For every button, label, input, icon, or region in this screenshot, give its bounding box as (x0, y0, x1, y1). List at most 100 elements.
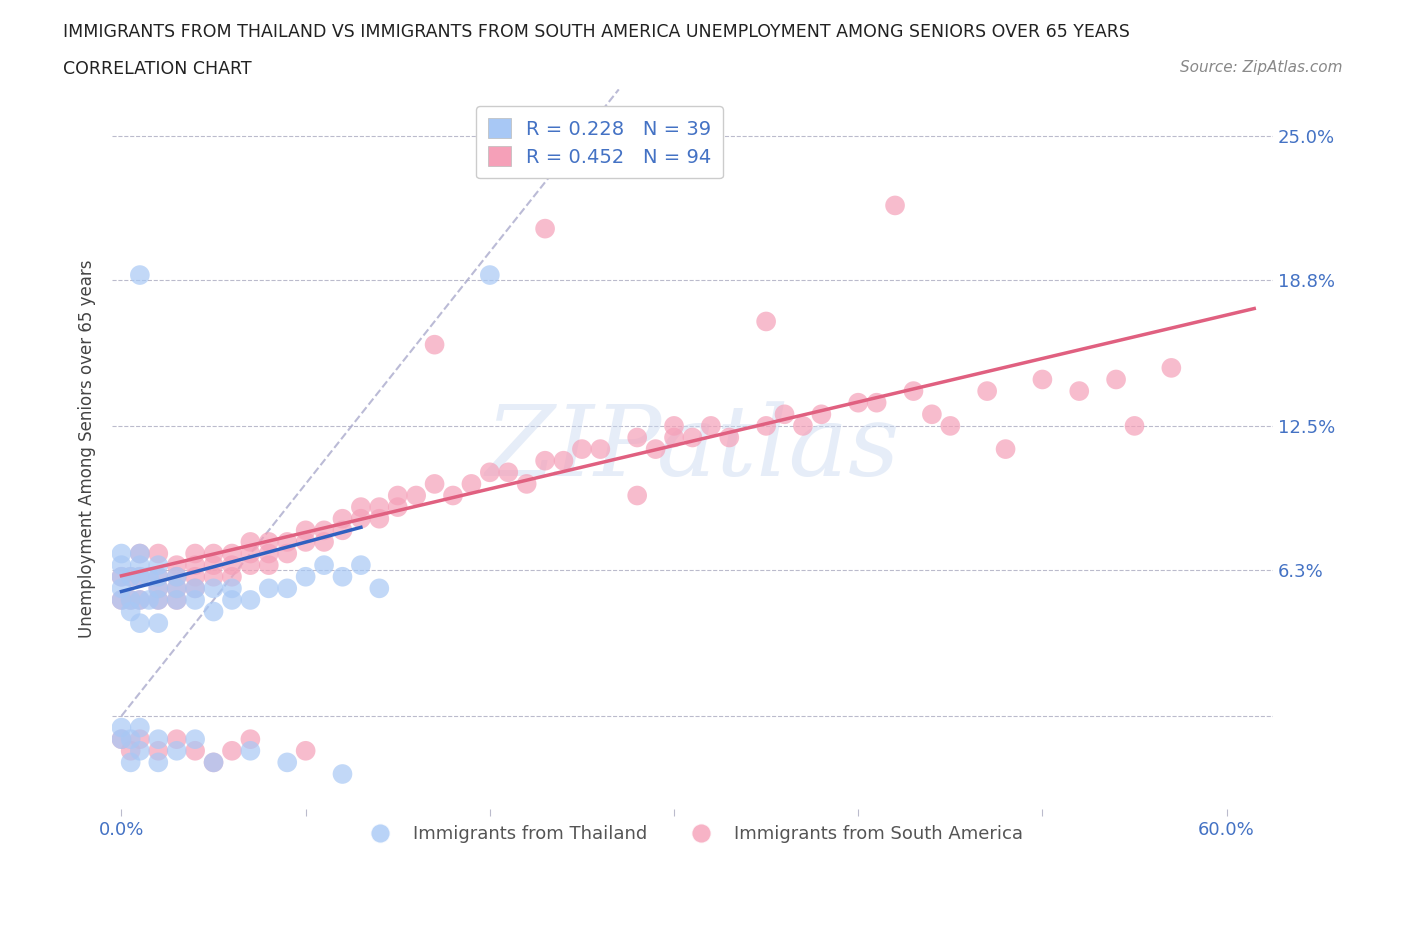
Point (332, 766, 354, 781)
Point (202, 558, 225, 573)
Point (257, 535, 280, 550)
Point (478, 268, 501, 283)
Point (773, 406, 796, 421)
Point (184, 558, 207, 573)
Point (166, 581, 188, 596)
Point (148, 592, 170, 607)
Point (534, 453, 557, 468)
Point (120, 604, 142, 619)
Point (810, 406, 832, 421)
Point (332, 523, 354, 538)
Point (110, 732, 132, 747)
Point (110, 720, 132, 735)
Point (184, 581, 207, 596)
Point (1031, 372, 1053, 387)
Point (239, 558, 262, 573)
Point (166, 592, 188, 607)
Point (350, 499, 373, 514)
Point (939, 418, 962, 433)
Point (120, 569, 142, 584)
Point (553, 453, 575, 468)
Point (221, 743, 243, 758)
Point (128, 743, 150, 758)
Point (589, 442, 612, 457)
Point (221, 569, 243, 584)
Point (148, 569, 170, 584)
Point (257, 546, 280, 561)
Point (626, 430, 648, 445)
Point (718, 430, 741, 445)
Point (387, 488, 409, 503)
Point (166, 569, 188, 584)
Point (662, 430, 685, 445)
Point (846, 395, 869, 410)
Point (534, 221, 557, 236)
Point (1160, 361, 1182, 376)
Point (148, 732, 170, 747)
Point (276, 546, 298, 561)
Point (221, 592, 243, 607)
Point (644, 442, 666, 457)
Point (148, 743, 170, 758)
Point (128, 720, 150, 735)
Point (312, 535, 335, 550)
Point (755, 418, 778, 433)
Point (128, 592, 150, 607)
Point (110, 569, 132, 584)
Point (387, 499, 409, 514)
Text: CORRELATION CHART: CORRELATION CHART (63, 60, 252, 78)
Point (138, 592, 160, 607)
Point (276, 581, 298, 596)
Point (276, 535, 298, 550)
Point (239, 743, 262, 758)
Point (221, 558, 243, 573)
Point (120, 592, 142, 607)
Point (184, 592, 207, 607)
Point (202, 604, 225, 619)
Point (110, 546, 132, 561)
Point (110, 592, 132, 607)
Point (239, 546, 262, 561)
Point (994, 442, 1017, 457)
Point (496, 465, 519, 480)
Point (441, 488, 464, 503)
Point (128, 592, 150, 607)
Point (138, 569, 160, 584)
Point (120, 592, 142, 607)
Point (184, 546, 207, 561)
Point (166, 592, 188, 607)
Point (110, 558, 132, 573)
Point (368, 581, 391, 596)
Point (184, 581, 207, 596)
Point (368, 512, 391, 526)
Point (792, 418, 814, 433)
Point (257, 558, 280, 573)
Point (148, 546, 170, 561)
Point (312, 523, 335, 538)
Point (184, 743, 207, 758)
Point (128, 732, 150, 747)
Point (128, 616, 150, 631)
Point (294, 743, 316, 758)
Point (120, 569, 142, 584)
Point (128, 569, 150, 584)
Legend: Immigrants from Thailand, Immigrants from South America: Immigrants from Thailand, Immigrants fro… (354, 817, 1031, 850)
Point (128, 569, 150, 584)
Point (294, 523, 316, 538)
Point (460, 476, 482, 491)
Point (1105, 372, 1128, 387)
Point (110, 581, 132, 596)
Point (921, 406, 943, 421)
Point (202, 755, 225, 770)
Text: ZIPatlas: ZIPatlas (485, 402, 900, 497)
Point (294, 535, 316, 550)
Point (239, 592, 262, 607)
Point (239, 535, 262, 550)
Point (148, 558, 170, 573)
Point (148, 569, 170, 584)
Point (516, 476, 538, 491)
Point (120, 755, 142, 770)
Point (626, 488, 648, 503)
Point (368, 499, 391, 514)
Point (148, 581, 170, 596)
